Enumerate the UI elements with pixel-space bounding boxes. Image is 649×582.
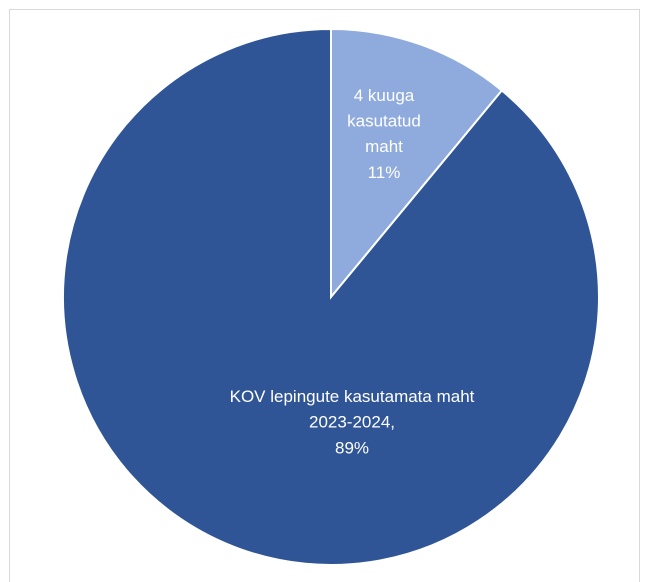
- slice-value-label: 89%: [335, 438, 369, 457]
- slice-value-label: 11%: [368, 163, 401, 182]
- pie-slice: [62, 27, 600, 566]
- slice-category-label: 4 kuuga kasutatud maht: [347, 86, 421, 156]
- pie-slice: [330, 27, 504, 300]
- slice-category-label: KOV lepingute kasutamata maht 2023-2024,: [230, 387, 475, 432]
